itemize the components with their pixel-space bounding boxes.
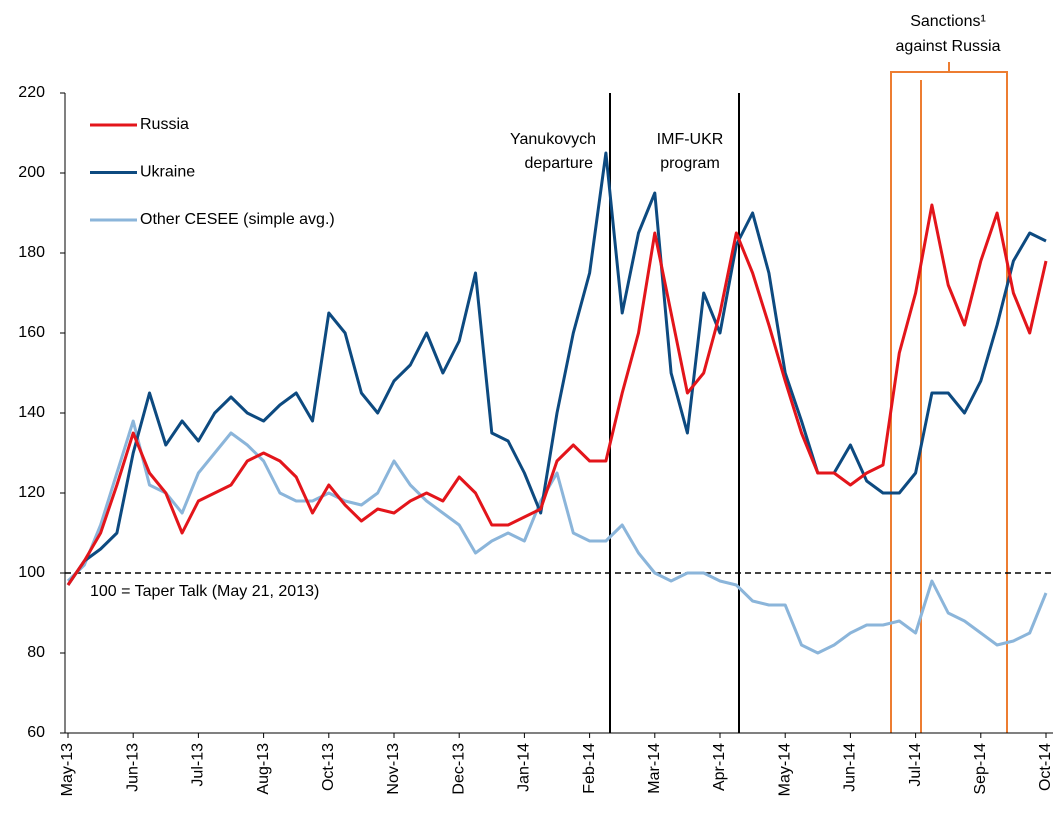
- x-tick-label: Jun-14: [842, 743, 859, 792]
- y-tick-label: 60: [27, 724, 45, 741]
- y-tick-label: 200: [18, 164, 45, 181]
- series-line: [66, 203, 1048, 586]
- x-tick-label: Oct-14: [1037, 743, 1054, 791]
- y-tick-label: 140: [18, 404, 45, 421]
- x-tick-label: Sep-14: [972, 743, 989, 795]
- x-tick-label: Jul-14: [907, 743, 924, 787]
- legend-label: Other CESEE (simple avg.): [140, 211, 335, 228]
- x-tick-label: Oct-13: [320, 743, 337, 791]
- y-tick-label: 160: [18, 324, 45, 341]
- y-tick-label: 220: [18, 84, 45, 101]
- annotation: Yanukovych: [510, 131, 596, 148]
- x-tick-label: Jun-13: [124, 743, 141, 792]
- y-tick-label: 120: [18, 484, 45, 501]
- x-tick-label: May-13: [59, 743, 76, 796]
- y-tick-label: 80: [27, 644, 45, 661]
- series-line: [66, 419, 1048, 655]
- annotation: departure: [525, 155, 594, 172]
- x-tick-label: Mar-14: [646, 743, 663, 794]
- annotation: against Russia: [896, 38, 1001, 55]
- x-tick-label: May-14: [776, 743, 793, 796]
- x-tick-label: Dec-13: [450, 743, 467, 795]
- x-tick-label: Aug-13: [255, 743, 272, 795]
- x-tick-label: Nov-13: [385, 743, 402, 795]
- legend-label: Ukraine: [140, 164, 195, 181]
- series-line: [66, 151, 1047, 586]
- y-tick-label: 100: [18, 564, 45, 581]
- legend-label: Russia: [140, 116, 189, 133]
- y-tick-label: 180: [18, 244, 45, 261]
- x-tick-label: Jul-13: [190, 743, 207, 787]
- x-tick-label: Jan-14: [516, 743, 533, 792]
- annotation: IMF-UKR: [657, 131, 724, 148]
- sanction-bracket: [890, 62, 1008, 80]
- x-tick-label: Feb-14: [581, 743, 598, 794]
- reference-label: 100 = Taper Talk (May 21, 2013): [90, 583, 319, 600]
- annotation: Sanctions¹: [910, 13, 986, 30]
- x-tick-label: Apr-14: [711, 743, 728, 791]
- annotation: program: [660, 155, 720, 172]
